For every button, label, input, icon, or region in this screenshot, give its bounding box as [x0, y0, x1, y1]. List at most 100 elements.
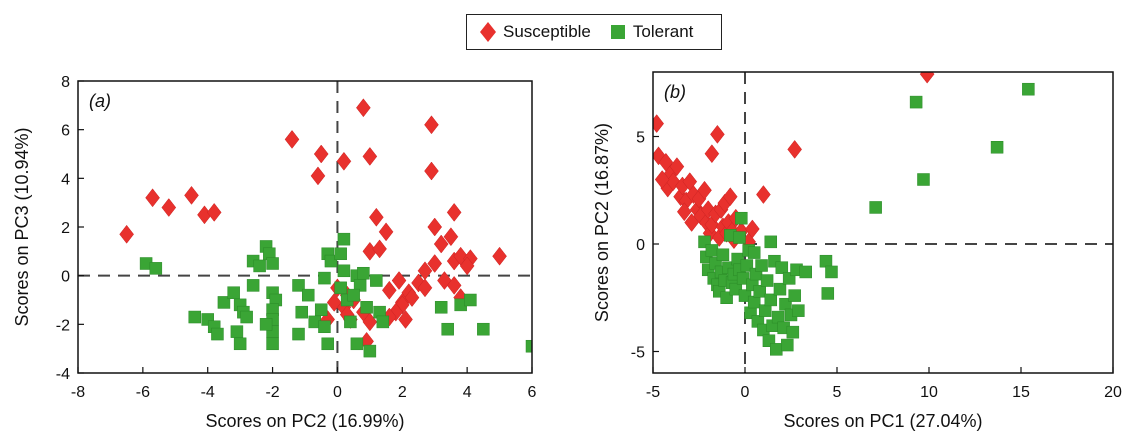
tolerant-point — [764, 235, 778, 249]
tolerant-point — [266, 257, 279, 270]
susceptible-point — [206, 202, 222, 222]
tolerant-point — [230, 325, 244, 338]
x-tick-label: -4 — [201, 384, 215, 401]
tolerant-point — [334, 247, 347, 261]
susceptible-point — [362, 147, 378, 166]
tolerant-point — [819, 254, 833, 268]
y-tick-label: 2 — [61, 220, 70, 237]
susceptible-point — [372, 239, 387, 259]
tolerant-point — [775, 261, 789, 274]
susceptible-point — [404, 288, 420, 307]
susceptible-point — [424, 115, 439, 135]
tolerant-point — [821, 287, 835, 300]
tolerant-point — [259, 318, 273, 331]
y-tick-label: -4 — [56, 366, 70, 383]
susceptible-point — [654, 170, 670, 189]
tolerant-point — [735, 211, 748, 225]
x-tick-label: 0 — [741, 384, 750, 401]
tolerant-point — [360, 301, 373, 314]
susceptible-point — [161, 198, 177, 217]
tolerant-point — [301, 288, 315, 302]
tolerant-point — [705, 244, 719, 257]
susceptible-point — [369, 207, 384, 227]
susceptible-point — [676, 202, 692, 222]
y-tick-label: 0 — [636, 237, 645, 254]
tolerant-point — [233, 337, 247, 351]
tolerant-point — [990, 141, 1004, 154]
tolerant-point — [188, 310, 201, 324]
tolerant-point — [781, 338, 794, 352]
susceptible-point — [427, 217, 443, 237]
tolerant-point — [337, 264, 351, 278]
tolerant-point — [525, 339, 532, 353]
points-b — [653, 72, 1035, 356]
tolerant-point — [321, 337, 334, 351]
tolerant-point — [441, 322, 454, 336]
tolerant-point — [747, 246, 761, 259]
y-axis-label: Scores on PC3 (10.94%) — [12, 127, 32, 326]
y-tick-label: 6 — [61, 123, 70, 140]
susceptible-point — [756, 185, 771, 204]
plot-frame — [652, 71, 1114, 374]
tolerant-point — [753, 285, 766, 298]
x-tick-label: 15 — [1012, 384, 1030, 401]
legend-item-susceptible: Susceptible — [479, 21, 591, 43]
tolerant-point — [434, 301, 448, 314]
tolerant-point — [477, 322, 490, 336]
tolerant-point — [318, 271, 331, 285]
tolerant-point — [266, 337, 279, 351]
tolerant-point — [788, 289, 801, 302]
tolerant-point — [786, 325, 800, 339]
tolerant-point — [376, 315, 390, 329]
susceptible-point — [722, 187, 738, 207]
y-tick-label: 0 — [61, 269, 70, 286]
tolerant-point — [764, 293, 778, 307]
tolerant-point — [760, 274, 774, 287]
tolerant-point — [227, 286, 240, 299]
tolerant-point — [334, 281, 347, 295]
susceptible-point — [787, 139, 802, 159]
tolerant-point — [747, 295, 761, 309]
susceptible-point — [284, 129, 300, 149]
x-axis-label: Scores on PC1 (27.04%) — [783, 411, 982, 431]
susceptible-point — [391, 271, 407, 290]
panel-label: (b) — [664, 82, 686, 102]
y-tick-label: 8 — [61, 74, 70, 91]
susceptible-point — [184, 185, 199, 205]
susceptible-point — [446, 275, 462, 295]
tolerant-point — [758, 304, 772, 317]
plot-frame — [77, 80, 533, 374]
tolerant-point — [246, 279, 260, 292]
susceptible-point — [919, 72, 935, 84]
x-tick-label: 20 — [1104, 384, 1122, 401]
tolerant-point — [755, 259, 768, 272]
scatter-panel-a: -8 -6 -4 -2 0 2 4 6 -4 -2 0 2 4 6 8 Scores on PC2 (16.9… — [12, 74, 537, 431]
x-tick-label: -6 — [136, 384, 150, 401]
y-axis-label: Scores on PC2 (16.87%) — [592, 123, 612, 322]
tolerant-point — [350, 337, 364, 351]
tolerant-point — [909, 95, 923, 109]
susceptible-point — [145, 188, 160, 208]
tolerant-square-icon — [610, 25, 625, 39]
susceptible-point — [653, 114, 664, 134]
tolerant-point — [211, 327, 224, 341]
tolerant-point — [357, 266, 370, 280]
susceptible-point — [310, 166, 326, 186]
susceptible-point — [336, 151, 352, 171]
susceptible-point — [684, 213, 699, 232]
tolerant-point — [770, 343, 783, 356]
tolerant-point — [1022, 82, 1035, 96]
susceptible-point — [119, 224, 134, 244]
susceptible-point — [669, 157, 685, 177]
tolerant-point — [292, 327, 305, 341]
legend-label-susceptible: Susceptible — [503, 22, 591, 41]
x-tick-label: 0 — [333, 384, 342, 401]
susceptible-point — [356, 98, 371, 118]
tolerant-point — [363, 344, 377, 358]
susceptible-point — [443, 227, 459, 247]
points-a — [119, 98, 532, 358]
x-axis-label: Scores on PC2 (16.99%) — [205, 411, 404, 431]
tolerant-point — [347, 288, 360, 302]
tolerant-point — [314, 303, 328, 316]
